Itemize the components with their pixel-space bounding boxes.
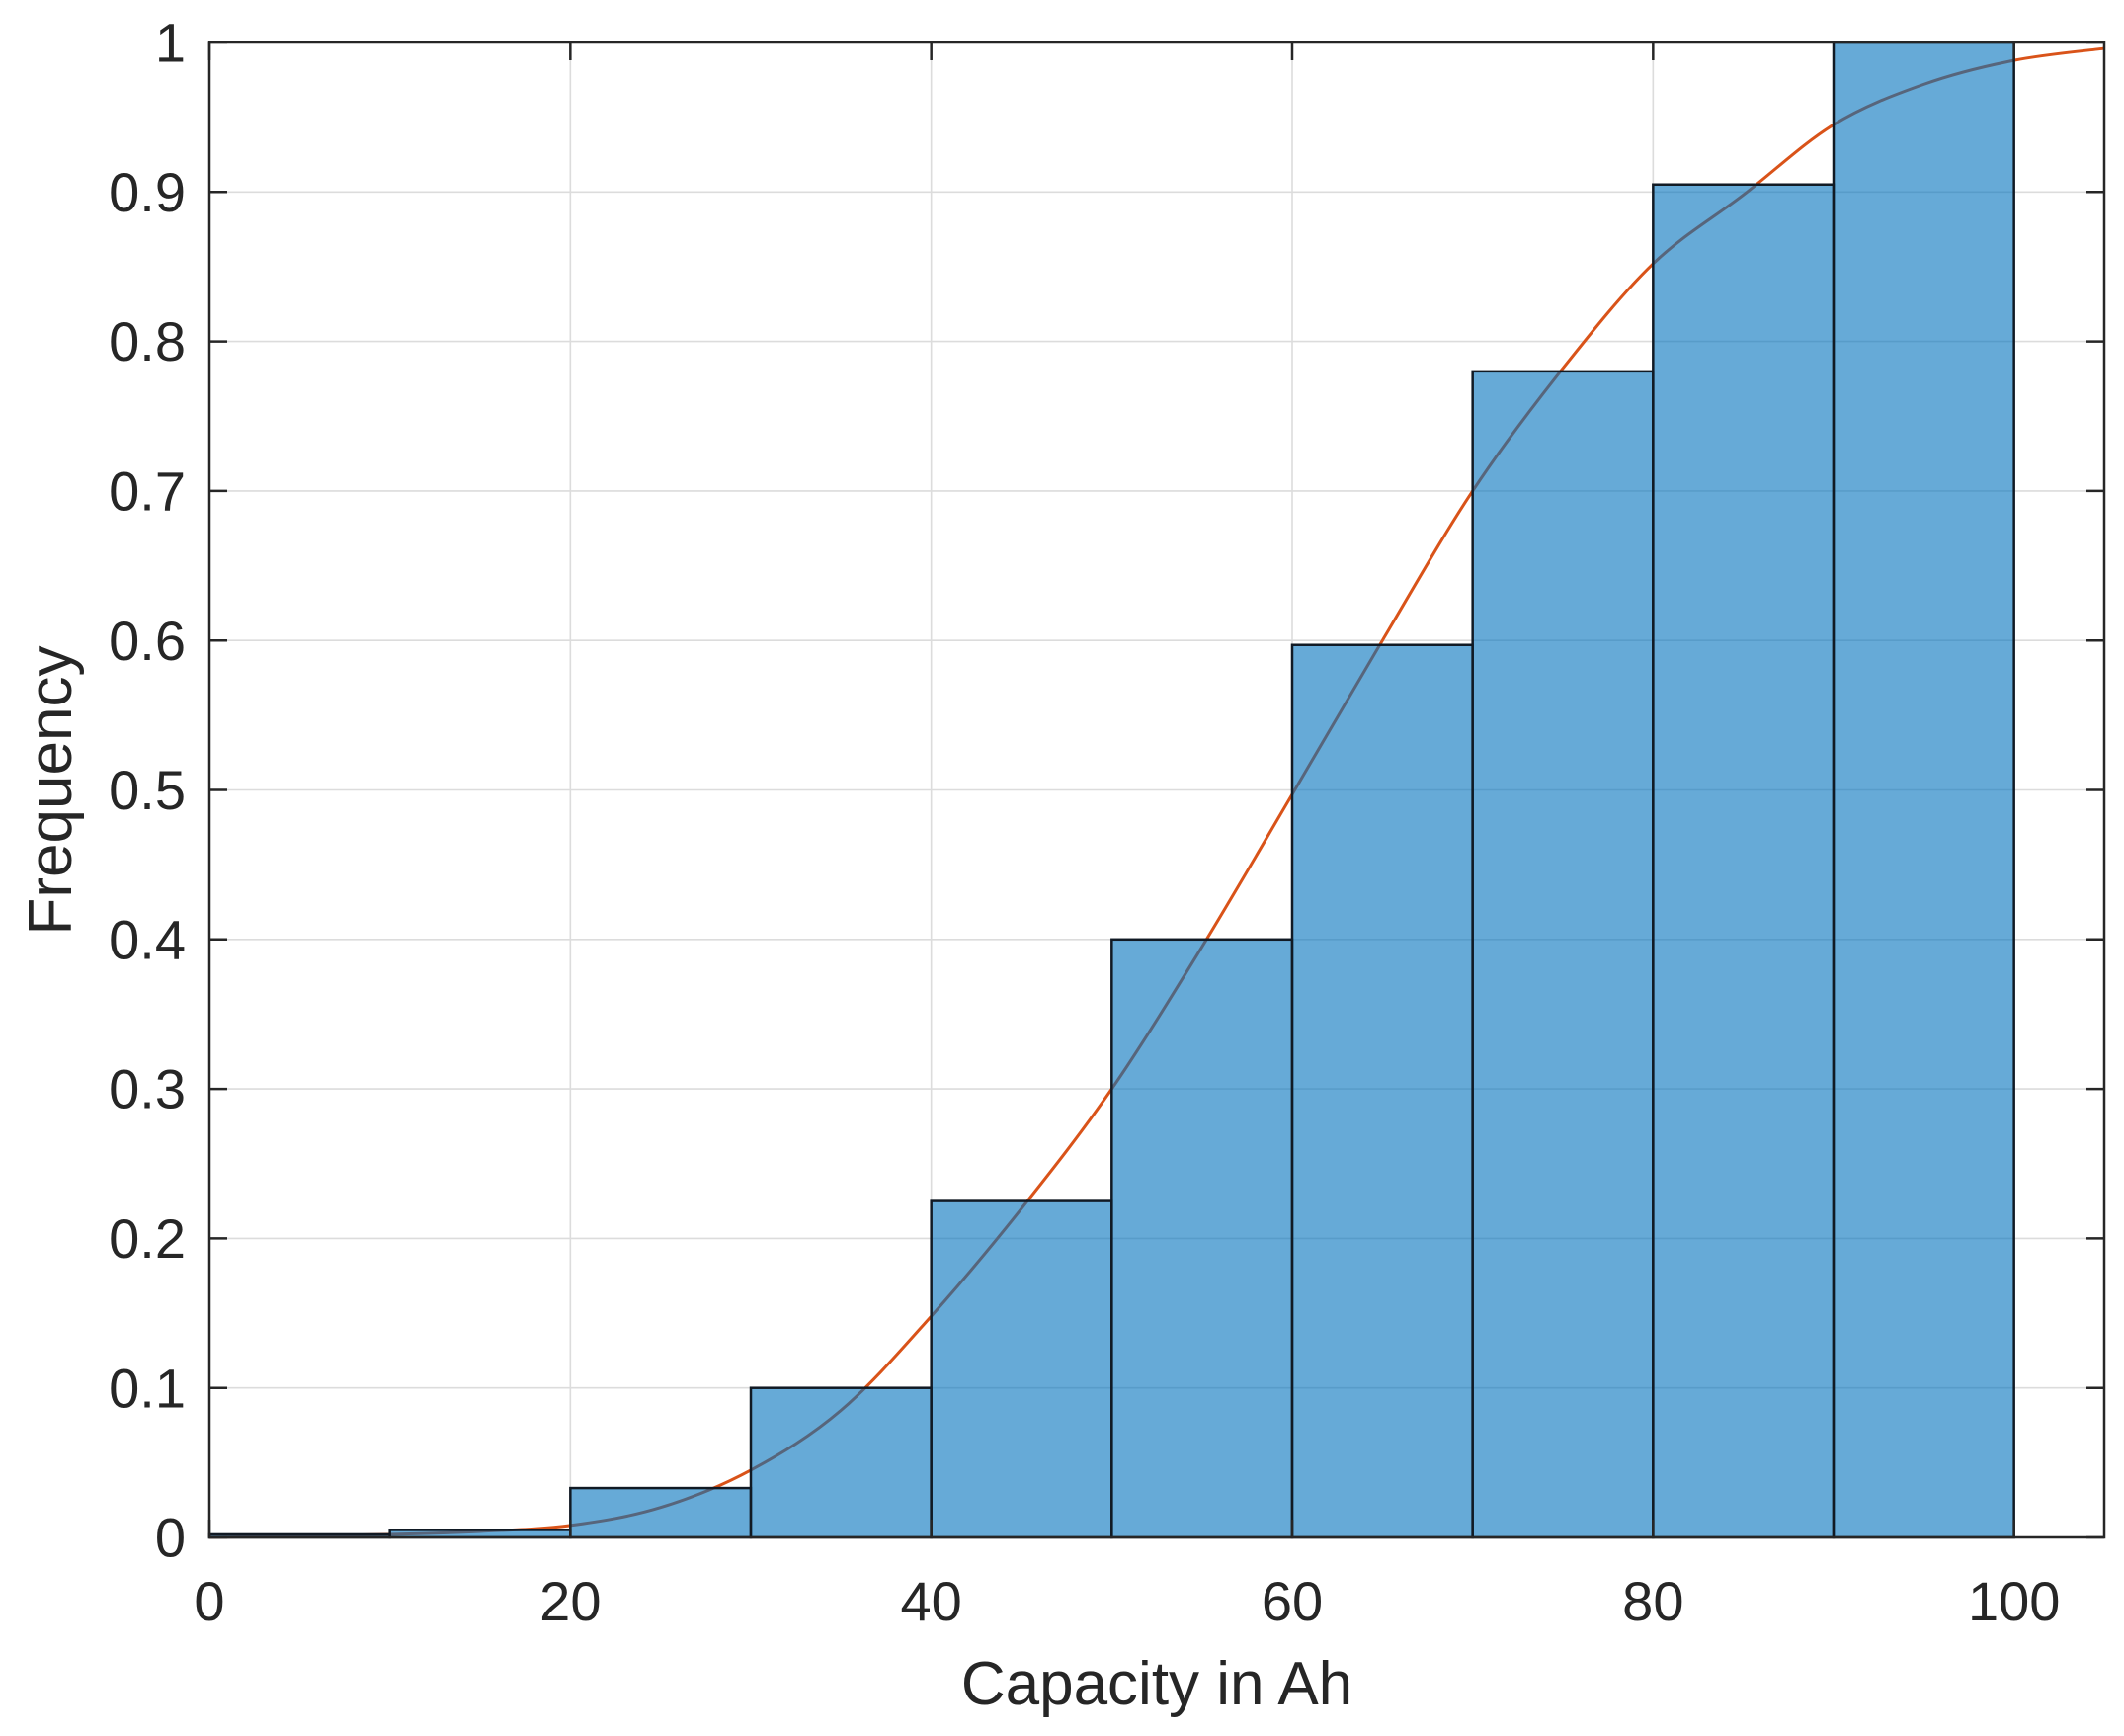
x-tick-labels: 0 20 40 60 80 100 xyxy=(194,1570,2060,1632)
x-tick-label: 0 xyxy=(194,1570,224,1632)
x-tick-label: 20 xyxy=(539,1570,601,1632)
x-tick-label: 60 xyxy=(1262,1570,1323,1632)
x-tick-label: 40 xyxy=(901,1570,962,1632)
histogram-bar xyxy=(1471,370,1655,1539)
histogram-bar xyxy=(1290,643,1474,1539)
histogram-bars xyxy=(207,41,2015,1539)
y-tick-label: 0.2 xyxy=(109,1207,186,1270)
histogram-bar xyxy=(1832,41,2015,1539)
x-tick-label: 80 xyxy=(1622,1570,1683,1632)
y-tick-label: 0.6 xyxy=(109,610,186,672)
histogram-bar xyxy=(749,1386,933,1539)
y-tick-label: 0.8 xyxy=(109,310,186,372)
y-tick-labels: 0 0.1 0.2 0.3 0.4 0.5 0.6 0.7 0.8 0.9 1 xyxy=(109,12,186,1569)
y-tick-label: 1 xyxy=(155,12,186,74)
y-tick-label: 0.9 xyxy=(109,161,186,223)
x-tick-label: 100 xyxy=(1968,1570,2060,1632)
histogram-bar xyxy=(569,1486,753,1539)
y-tick-label: 0.4 xyxy=(109,908,186,970)
y-tick-label: 0.5 xyxy=(109,759,186,821)
y-axis-label: Frequency xyxy=(17,646,85,936)
histogram-bar xyxy=(1652,183,1836,1539)
histogram-bar xyxy=(1110,938,1294,1539)
y-tick-label: 0 xyxy=(155,1507,186,1569)
x-axis-label: Capacity in Ah xyxy=(961,1650,1352,1718)
y-tick-label: 0.3 xyxy=(109,1058,186,1120)
y-tick-label: 0.7 xyxy=(109,460,186,523)
y-tick-label: 0.1 xyxy=(109,1357,186,1419)
axis-ticks xyxy=(207,41,2104,1539)
histogram-bar xyxy=(930,1199,1113,1539)
